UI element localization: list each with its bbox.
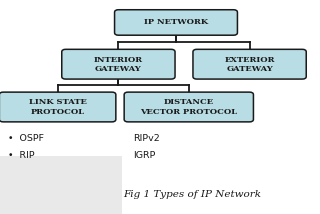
Text: RIPv2: RIPv2	[133, 134, 160, 143]
FancyBboxPatch shape	[115, 10, 237, 35]
Text: •  OSPF: • OSPF	[8, 134, 44, 143]
Text: INTERIOR
GATEWAY: INTERIOR GATEWAY	[94, 56, 143, 73]
Text: LINK STATE
PROTOCOL: LINK STATE PROTOCOL	[29, 98, 86, 116]
FancyBboxPatch shape	[124, 92, 253, 122]
FancyBboxPatch shape	[62, 49, 175, 79]
Text: •  RIP: • RIP	[8, 151, 35, 160]
Bar	[0, 156, 122, 214]
FancyBboxPatch shape	[0, 92, 116, 122]
Text: DISTANCE
VECTOR PROTOCOL: DISTANCE VECTOR PROTOCOL	[140, 98, 237, 116]
Text: EXTERIOR
GATEWAY: EXTERIOR GATEWAY	[224, 56, 275, 73]
Text: Fig 1 Types of IP Network: Fig 1 Types of IP Network	[123, 190, 261, 199]
Text: IGRP: IGRP	[133, 151, 155, 160]
FancyBboxPatch shape	[193, 49, 306, 79]
Text: IP NETWORK: IP NETWORK	[144, 18, 208, 27]
